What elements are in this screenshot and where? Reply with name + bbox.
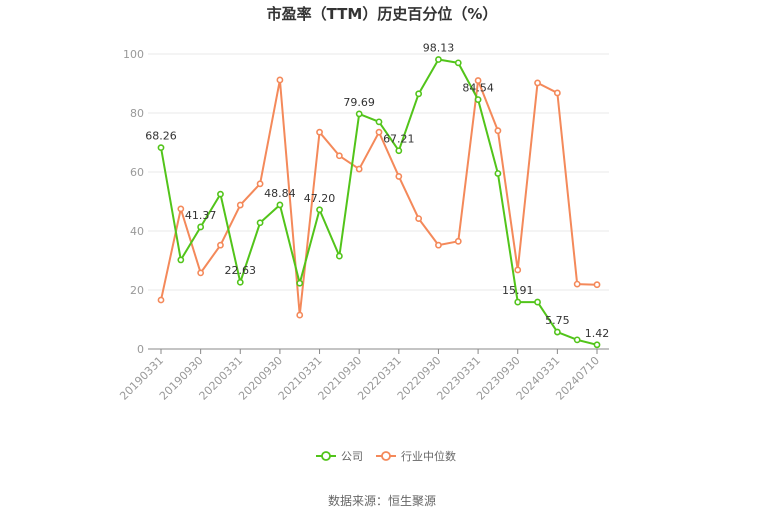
series-group bbox=[157, 56, 601, 349]
series-line bbox=[160, 58, 598, 346]
y-tick-label: 100 bbox=[123, 48, 144, 61]
data-point bbox=[256, 219, 264, 227]
data-point bbox=[157, 296, 165, 304]
data-point bbox=[474, 77, 482, 84]
data-point bbox=[534, 79, 541, 87]
data-point bbox=[236, 201, 244, 209]
data-point bbox=[593, 281, 601, 289]
legend-label: 公司 bbox=[341, 450, 363, 463]
data-point bbox=[435, 56, 442, 63]
data-point bbox=[177, 205, 185, 213]
data-point bbox=[157, 144, 165, 152]
data-point bbox=[236, 278, 244, 286]
data-labels: 68.26 41.37 22.63 48.84 47.20 79.69 67.21 98.13… bbox=[145, 42, 609, 340]
data-label: 68.26 bbox=[145, 130, 177, 143]
data-point bbox=[197, 223, 205, 231]
legend[interactable]: 公司 行业中位数 bbox=[316, 449, 456, 463]
data-label: 84.54 bbox=[462, 82, 494, 95]
data-point bbox=[474, 96, 482, 104]
data-point bbox=[316, 206, 323, 214]
data-point bbox=[335, 152, 343, 160]
data-point bbox=[573, 336, 581, 344]
data-point bbox=[375, 128, 383, 136]
data-label: 98.13 bbox=[423, 42, 455, 55]
data-point bbox=[177, 256, 185, 264]
legend-label: 行业中位数 bbox=[401, 449, 456, 463]
data-point bbox=[553, 328, 561, 336]
grid bbox=[148, 53, 609, 291]
y-tick-label: 20 bbox=[130, 284, 144, 297]
data-point bbox=[355, 165, 363, 173]
data-point bbox=[256, 180, 264, 188]
data-point bbox=[335, 252, 343, 260]
y-axis: 0 20 40 60 80 100 bbox=[123, 48, 144, 356]
x-tick-label: 20240710 bbox=[553, 354, 602, 403]
data-label: 41.37 bbox=[185, 209, 217, 222]
data-point bbox=[454, 59, 462, 67]
data-point bbox=[296, 279, 304, 287]
data-point bbox=[197, 269, 205, 277]
chart-title: 市盈率（TTM）历史百分位（%） bbox=[267, 5, 498, 23]
data-point bbox=[454, 237, 462, 245]
data-point bbox=[355, 110, 363, 118]
data-point bbox=[217, 190, 224, 198]
data-label: 67.21 bbox=[383, 133, 415, 146]
legend-marker bbox=[381, 451, 391, 461]
data-point bbox=[276, 201, 284, 209]
data-point bbox=[296, 311, 304, 319]
data-point bbox=[593, 341, 601, 349]
source-note: 数据来源：恒生聚源 bbox=[328, 493, 436, 508]
series-line bbox=[160, 78, 598, 317]
data-label: 48.84 bbox=[264, 187, 296, 200]
y-tick-label: 40 bbox=[130, 225, 144, 238]
y-tick-label: 80 bbox=[130, 107, 144, 120]
data-point bbox=[415, 215, 423, 223]
data-point bbox=[435, 241, 442, 249]
data-point bbox=[494, 127, 502, 135]
data-point bbox=[573, 280, 581, 288]
data-label: 79.69 bbox=[343, 96, 375, 109]
data-point bbox=[415, 90, 423, 98]
data-point bbox=[375, 118, 383, 126]
data-label: 1.42 bbox=[585, 327, 610, 340]
data-point bbox=[316, 128, 323, 136]
data-point bbox=[553, 89, 561, 97]
data-point bbox=[276, 76, 284, 84]
data-point bbox=[395, 173, 403, 180]
data-point bbox=[514, 298, 522, 306]
data-point bbox=[494, 170, 502, 177]
data-point bbox=[217, 241, 224, 249]
data-label: 22.63 bbox=[225, 264, 257, 277]
data-label: 15.91 bbox=[502, 284, 534, 297]
x-axis: 2019033120190930202003312020093020210331… bbox=[117, 348, 609, 403]
data-label: 5.75 bbox=[545, 314, 570, 327]
data-point bbox=[514, 266, 522, 274]
data-point bbox=[534, 298, 541, 306]
legend-marker bbox=[321, 451, 331, 461]
y-tick-label: 0 bbox=[137, 343, 144, 356]
data-label: 47.20 bbox=[304, 192, 336, 205]
y-tick-label: 60 bbox=[130, 166, 144, 179]
data-point bbox=[395, 147, 403, 155]
